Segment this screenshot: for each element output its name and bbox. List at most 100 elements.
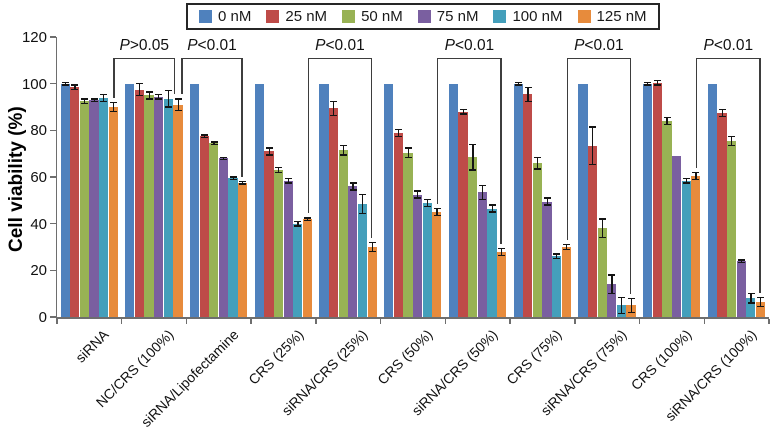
bar [357, 203, 368, 317]
bracket-left-leg [695, 58, 698, 168]
bar [496, 251, 507, 317]
x-tick-mark [315, 318, 317, 324]
bar [302, 219, 312, 317]
p-value-label: P<0.01 [315, 37, 365, 54]
error-bar-cap [275, 171, 283, 174]
error-bar-line [721, 109, 723, 117]
error-bar-line [750, 293, 752, 303]
error-bar-cap [404, 147, 412, 149]
bar [468, 157, 478, 317]
error-bar-cap [109, 111, 117, 113]
x-tick-mark [768, 318, 770, 324]
error-bar-line [666, 117, 668, 125]
error-bar-cap [469, 143, 477, 146]
error-bar-cap [692, 171, 700, 174]
error-bar-cap [692, 178, 700, 181]
error-bar-cap [200, 136, 208, 139]
legend-label: 75 nM [436, 8, 479, 25]
bar [199, 136, 209, 317]
error-bar-cap [165, 106, 173, 108]
bar [293, 223, 303, 317]
error-bar-cap [433, 214, 441, 217]
y-tick-mark [50, 222, 56, 225]
error-bar-line [74, 84, 76, 90]
error-bar-line [278, 167, 280, 173]
error-bar-cap [653, 84, 661, 86]
error-bar-cap [81, 102, 89, 105]
error-bar-cap [265, 154, 273, 156]
bar [228, 178, 238, 317]
y-tick-mark [50, 316, 56, 318]
error-bar-line [371, 242, 373, 252]
bar [513, 83, 523, 317]
bracket-left-leg [566, 58, 568, 240]
error-bar-cap [479, 184, 487, 186]
bar [264, 151, 274, 317]
bar [477, 192, 487, 317]
error-bar-line [167, 90, 170, 107]
x-tick-mark [703, 318, 706, 324]
error-bar-cap [359, 212, 367, 214]
error-bar-cap [145, 91, 153, 93]
error-bar-line [139, 83, 141, 96]
error-bar-cap [414, 197, 422, 199]
bracket-left-leg [181, 58, 183, 95]
error-bar-line [426, 199, 429, 207]
error-bar-line [611, 275, 613, 294]
error-bar-cap [294, 220, 302, 223]
error-bar-line [407, 147, 409, 158]
bar [643, 83, 653, 317]
error-bar-cap [644, 81, 652, 84]
error-bar-cap [737, 259, 745, 261]
error-bar-cap [81, 98, 89, 100]
bar [487, 208, 497, 317]
bar [746, 298, 756, 317]
error-bar-line [112, 102, 114, 112]
bar [70, 87, 80, 317]
bar [707, 83, 717, 317]
error-bar-cap [265, 147, 273, 149]
error-bar-cap [210, 143, 218, 146]
error-bar-cap [330, 114, 338, 116]
error-bar-cap [682, 177, 690, 179]
error-bar-cap [174, 98, 182, 100]
bar [79, 101, 89, 317]
error-bar-cap [174, 109, 182, 112]
y-tick-mark [50, 82, 56, 85]
error-bar-cap [627, 311, 635, 314]
y-tick-label: 100 [21, 75, 47, 93]
bar [134, 89, 145, 317]
legend-item: 100 nM [493, 8, 563, 25]
bracket-right-leg [629, 58, 632, 294]
bar [338, 150, 348, 317]
error-bar-line [731, 136, 733, 146]
legend-item: 25 nM [266, 8, 327, 25]
y-tick-mark [50, 36, 56, 38]
error-bar-line [148, 91, 150, 99]
error-bar-cap [395, 135, 403, 137]
bar [755, 301, 766, 317]
legend-label: 0 nM [218, 8, 252, 25]
bar [348, 186, 358, 317]
error-bar-cap [349, 189, 357, 191]
error-bar-cap [71, 84, 79, 86]
error-bar-line [333, 101, 335, 116]
bar [189, 83, 200, 317]
error-bar-cap [155, 93, 163, 95]
error-bar-cap [598, 237, 606, 239]
y-axis-line [55, 37, 57, 319]
bar [681, 180, 691, 317]
legend-swatch-icon [266, 10, 280, 23]
error-bar-cap [459, 108, 467, 111]
bracket-left-leg [437, 58, 439, 204]
error-bar-line [546, 198, 548, 205]
chart-legend: 0 nM 25 nM 50 nM 75 nM 100 nM 125 nM [186, 3, 660, 30]
bracket-right-leg [370, 58, 373, 238]
y-tick-mark [50, 176, 56, 178]
error-bar-line [621, 297, 623, 314]
error-bar-line [647, 82, 649, 85]
error-bar-cap [359, 193, 367, 196]
error-bar-cap [589, 126, 597, 128]
error-bar-line [177, 98, 179, 111]
